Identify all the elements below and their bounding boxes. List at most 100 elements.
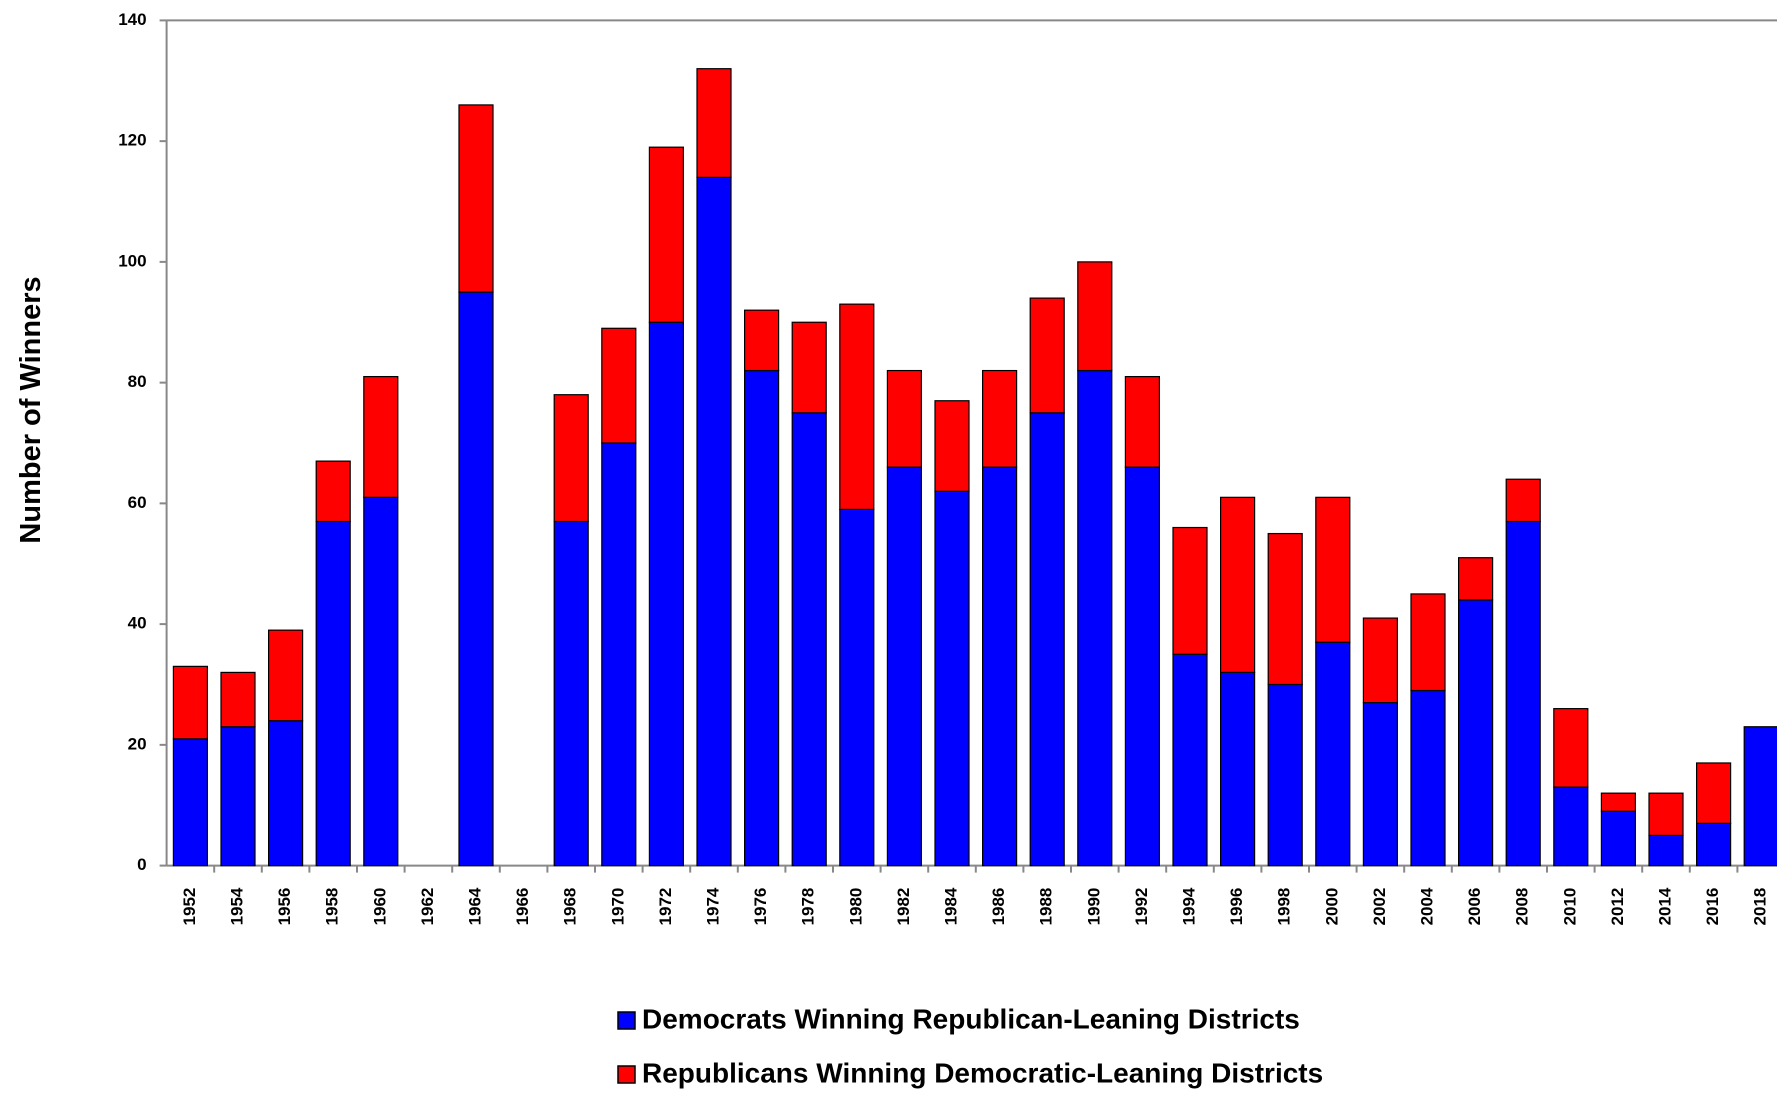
x-tick-label: 1994 [1179, 887, 1198, 925]
y-tick-label: 60 [128, 493, 147, 512]
bar-segment [601, 442, 637, 867]
bar-segment [1457, 557, 1494, 601]
bar-segment [458, 104, 494, 293]
bar-segment [886, 369, 923, 468]
bar-segment [363, 375, 399, 498]
x-tick-label: 1976 [751, 888, 770, 926]
x-tick-label: 1984 [941, 887, 960, 925]
bar-segment [315, 460, 351, 523]
bar-segment [1553, 708, 1589, 788]
bar-segment [1600, 792, 1637, 812]
x-tick-label: 1980 [846, 888, 865, 926]
legend-swatch [617, 1065, 636, 1084]
bar-segment [1600, 810, 1637, 867]
y-axis-title: Number of Winners [15, 276, 47, 543]
y-tick-label: 100 [118, 251, 146, 270]
bar-segment [220, 726, 256, 867]
bar-segment [553, 394, 589, 523]
y-tick-label: 80 [128, 372, 147, 391]
bar-segment [1743, 726, 1777, 867]
x-tick-label: 1964 [465, 887, 484, 925]
bar-segment [363, 496, 399, 867]
y-tick-label: 40 [128, 614, 147, 633]
bar-segment [1410, 689, 1446, 867]
bar-segment [934, 490, 970, 867]
x-tick-label: 1966 [513, 888, 532, 926]
x-tick-label: 1958 [323, 888, 342, 926]
x-tick-label: 1974 [703, 887, 722, 925]
bar-segment [1124, 375, 1161, 468]
x-tick-label: 2018 [1751, 888, 1770, 926]
bar-segment [315, 520, 351, 867]
bar-segment [839, 508, 875, 867]
y-tick-label: 120 [118, 131, 146, 150]
bar-segment [172, 665, 208, 740]
x-tick-label: 1970 [608, 888, 627, 926]
x-tick-label: 1998 [1275, 888, 1294, 926]
bar-segment [601, 327, 637, 444]
x-tick-label: 2006 [1465, 888, 1484, 926]
x-tick-label: 2008 [1513, 888, 1532, 926]
x-tick-label: 1978 [799, 888, 818, 926]
bar-segment [981, 369, 1018, 468]
x-tick-label: 1972 [656, 888, 675, 926]
x-tick-label: 1952 [180, 888, 199, 926]
bar-segment [1648, 792, 1684, 837]
bar-segment [1505, 520, 1541, 867]
bar-segment [1267, 532, 1303, 686]
bar-segment [648, 146, 685, 323]
y-tick-label: 0 [137, 855, 146, 874]
x-tick-label: 1962 [418, 888, 437, 926]
bar-segment [648, 321, 685, 867]
bar-segment [1362, 617, 1399, 704]
x-tick-label: 2012 [1608, 888, 1627, 926]
x-tick-label: 1960 [370, 888, 389, 926]
bar-segment [1695, 762, 1732, 824]
bar-segment [1219, 496, 1256, 674]
bar-segment [886, 466, 923, 867]
bar-segment [1410, 593, 1446, 692]
x-tick-label: 2016 [1703, 888, 1722, 926]
x-tick-label: 1954 [227, 887, 246, 925]
bar-segment [1505, 478, 1541, 523]
x-tick-label: 1982 [894, 888, 913, 926]
bar-segment [791, 412, 827, 867]
bar-segment [1648, 834, 1684, 867]
bar-segment [268, 629, 304, 722]
bar-segment [172, 738, 208, 867]
bar-segment [1457, 599, 1494, 867]
legend-swatch [617, 1011, 636, 1030]
bar-segment [696, 68, 732, 178]
x-tick-label: 2004 [1417, 887, 1436, 925]
bar-segment [1029, 297, 1065, 414]
x-tick-label: 2014 [1655, 887, 1674, 925]
bar-segment [743, 369, 780, 867]
x-tick-label: 2002 [1370, 888, 1389, 926]
bar-segment [981, 466, 1018, 867]
bar-segment [220, 671, 256, 728]
legend-label: Democrats Winning Republican-Leaning Dis… [642, 1003, 1300, 1034]
legend-label: Republicans Winning Democratic-Leaning D… [642, 1057, 1323, 1088]
x-tick-label: 1988 [1037, 888, 1056, 926]
bar-segment [1695, 822, 1732, 867]
bar-segment [934, 400, 970, 492]
x-tick-label: 1990 [1084, 888, 1103, 926]
bar-segment [839, 303, 875, 511]
x-tick-label: 1968 [561, 888, 580, 926]
bar-segment [1267, 683, 1303, 867]
x-tick-label: 1992 [1132, 888, 1151, 926]
bar-segment [1553, 786, 1589, 867]
bar-segment [1124, 466, 1161, 867]
bar-segment [791, 321, 827, 414]
x-tick-label: 1986 [989, 888, 1008, 926]
bar-segment [1362, 701, 1399, 867]
x-tick-label: 2010 [1560, 888, 1579, 926]
bar-segment [458, 291, 494, 867]
bar-segment [1315, 496, 1351, 643]
bar-segment [1077, 369, 1113, 867]
bar-segment [1029, 412, 1065, 867]
x-tick-label: 1956 [275, 888, 294, 926]
bar-segment [1077, 261, 1113, 372]
x-tick-label: 1996 [1227, 888, 1246, 926]
x-tick-label: 2000 [1322, 888, 1341, 926]
